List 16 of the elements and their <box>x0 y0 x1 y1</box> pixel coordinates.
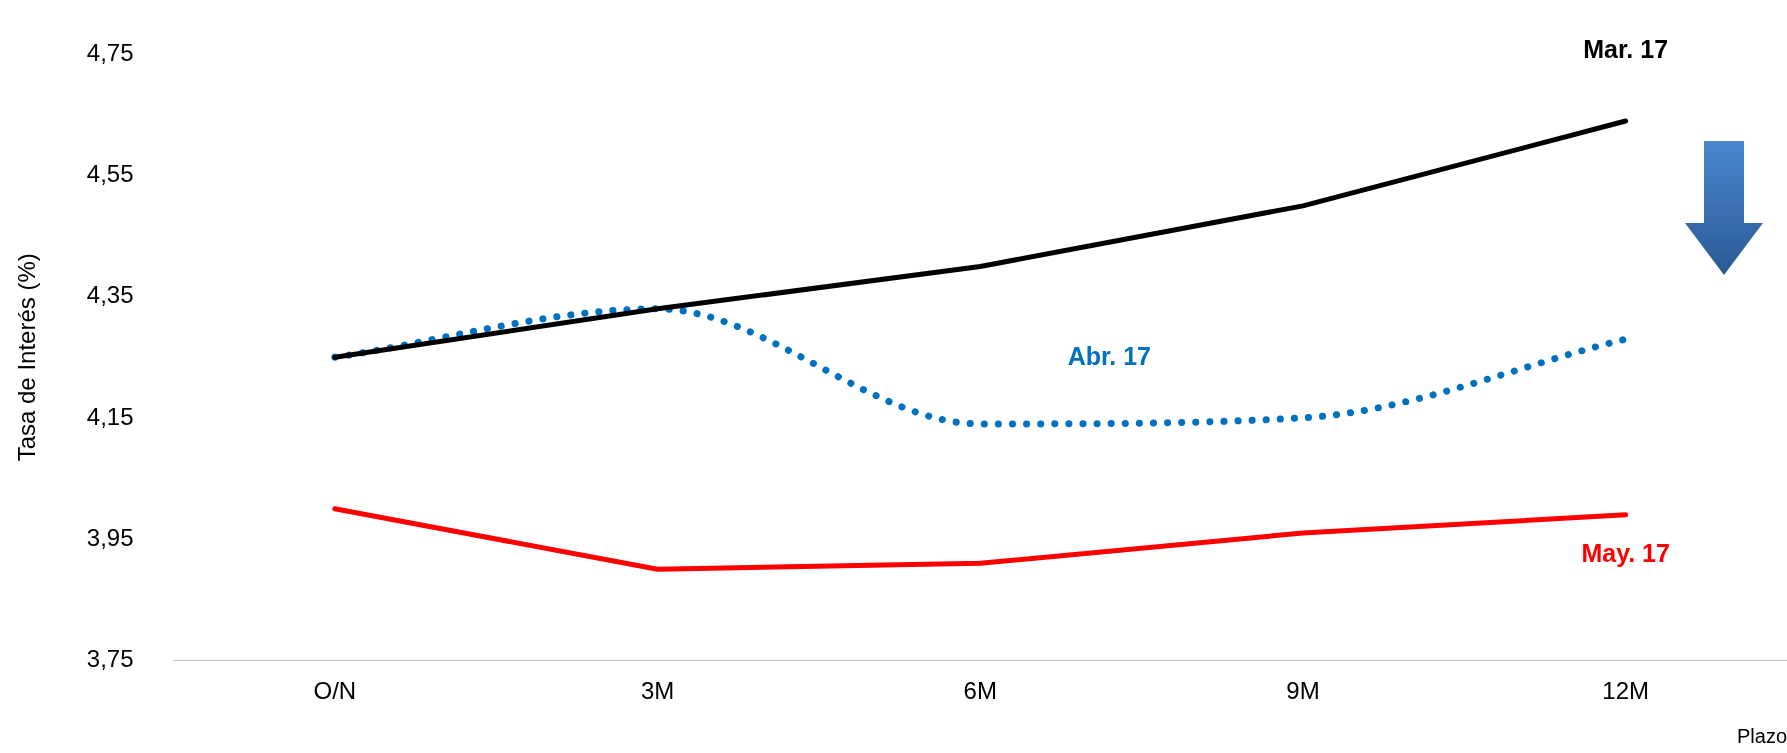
y-tick-label: 4,75 <box>86 39 134 67</box>
x-axis-title: Plazo <box>1736 724 1787 747</box>
y-tick-label: 3,95 <box>86 523 134 551</box>
x-tick-label: 12M <box>1602 677 1649 705</box>
text: Mar. 17 <box>1583 34 1669 63</box>
x-tick-label: 9M <box>1286 677 1320 705</box>
text: Abr. 17 <box>1067 341 1152 370</box>
y-axis-title: Tasa de Interés (%) <box>13 253 41 462</box>
y-tick-label: 4,55 <box>86 160 134 188</box>
y-tick-label: 4,15 <box>86 402 134 430</box>
x-tick-label: 3M <box>640 677 675 705</box>
y-tick-label: 3,75 <box>86 644 134 672</box>
y-tick-label: 4,35 <box>86 281 134 309</box>
x-tick-label: 6M <box>963 677 997 705</box>
x-tick-label: O/N <box>313 677 357 705</box>
series-label: May. 17 <box>1581 538 1670 567</box>
